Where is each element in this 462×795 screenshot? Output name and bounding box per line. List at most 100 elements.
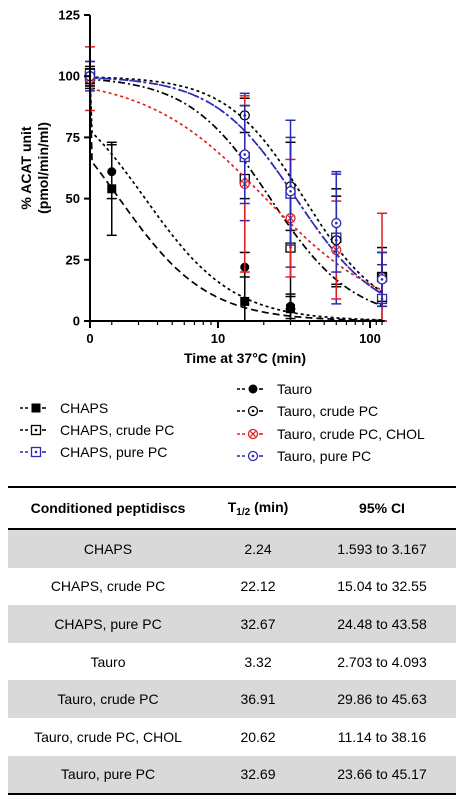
legend-item: CHAPS, crude PC — [20, 422, 174, 438]
series-chaps-pure-pc — [84, 60, 388, 322]
cell-ci: 29.86 to 45.63 — [308, 680, 456, 718]
legend-label: Tauro, crude PC — [277, 403, 378, 419]
series-chaps — [85, 68, 383, 322]
cell-t-half: 36.91 — [208, 680, 308, 718]
table-row: CHAPS, pure PC 32.67 24.48 to 43.58 — [8, 605, 456, 643]
marker-dot — [34, 428, 38, 432]
legend-label: CHAPS — [60, 400, 108, 416]
y-axis-title: % ACAT unit — [18, 126, 34, 210]
marker-dot — [334, 221, 338, 225]
header-t-half-sub: 1/2 — [236, 506, 251, 518]
y-tick-label: 50 — [66, 191, 80, 206]
dose-response-chart: 0 25 50 75 100 125 0 10 100 Time at 37°C (min) % A… — [18, 8, 425, 465]
legend-item: Tauro, pure PC — [237, 448, 371, 464]
legend-label: Tauro — [277, 381, 312, 397]
y-tick-label: 100 — [58, 69, 80, 84]
cell-ci: 2.703 to 4.093 — [337, 653, 427, 670]
data-point — [285, 186, 296, 197]
marker-dot — [289, 189, 292, 193]
legend-marker — [31, 403, 41, 413]
series-tauro — [85, 68, 383, 322]
marker-square — [31, 403, 41, 413]
legend-label: Tauro, pure PC — [277, 448, 371, 464]
x-tick-label: 100 — [359, 331, 381, 346]
axes: 0 25 50 75 100 125 0 10 100 Time at 37°C (min) % A… — [18, 8, 385, 366]
cell-condition: Tauro — [90, 653, 126, 670]
cell-t-half: 22.12 — [240, 578, 276, 595]
header-t-half-main: T — [227, 498, 237, 515]
fit-curve — [89, 75, 383, 293]
y-axis-title-units: (pmol/min/ml) — [35, 122, 51, 214]
fit-curve — [89, 75, 383, 295]
x-tick-label: 0 — [86, 331, 93, 346]
marker-x — [249, 430, 257, 438]
fit-curve — [89, 75, 383, 307]
cell-t-half: 32.67 — [208, 605, 308, 643]
table-row: CHAPS, crude PC 22.12 15.04 to 32.55 — [8, 568, 456, 606]
cell-condition: CHAPS — [8, 529, 208, 568]
legend-marker — [247, 405, 259, 417]
table-header-row: Conditioned peptidiscs T1/2 (min) 95% CI — [8, 486, 456, 530]
cell-ci: 1.593 to 3.167 — [308, 529, 456, 568]
series-tauro-pure-pc — [84, 60, 388, 308]
legend-marker — [30, 424, 42, 436]
header-t-half: T1/2 (min) — [208, 486, 308, 530]
cell-t-half: 2.24 — [208, 529, 308, 568]
marker-dot — [34, 450, 38, 454]
marker-dot — [251, 454, 255, 458]
cell-t-half: 32.69 — [208, 755, 308, 795]
y-tick-label: 125 — [58, 8, 80, 23]
legend-marker — [30, 446, 42, 458]
legend-label: CHAPS, pure PC — [60, 444, 167, 460]
marker-circle — [286, 301, 296, 311]
header-t-half-unit: (min) — [254, 498, 289, 515]
plot-area — [84, 46, 388, 322]
marker-dot — [380, 278, 384, 281]
legend-item: CHAPS, pure PC — [20, 444, 167, 460]
cell-t-half: 20.62 — [240, 728, 276, 745]
data-point — [376, 274, 388, 285]
fit-curve — [89, 76, 383, 321]
fit-curve — [89, 75, 383, 295]
legend-marker — [248, 384, 258, 394]
table-row: CHAPS 2.24 1.593 to 3.167 — [8, 529, 456, 568]
cell-condition: CHAPS, crude PC — [50, 578, 166, 595]
data-point — [239, 149, 250, 160]
legend-item: CHAPS — [20, 400, 108, 416]
cell-ci: 23.66 to 45.17 — [308, 755, 456, 795]
legend-item: Tauro, crude PC — [237, 403, 378, 419]
cell-condition: CHAPS, pure PC — [8, 605, 208, 643]
header-95-ci: 95% CI — [308, 486, 456, 530]
y-tick-label: 25 — [66, 252, 80, 267]
marker-dot — [251, 409, 255, 413]
cell-ci: 24.48 to 43.58 — [308, 605, 456, 643]
table-row: Tauro, crude PC, CHOL 20.62 11.14 to 38.16 — [8, 718, 456, 756]
table-row: Tauro, pure PC 32.69 23.66 to 45.17 — [8, 755, 456, 795]
half-life-table: Conditioned peptidiscs T1/2 (min) 95% CI… — [8, 486, 456, 795]
cell-ci: 11.14 to 38.16 — [337, 728, 427, 745]
cell-condition: Tauro, pure PC — [8, 755, 208, 795]
data-point — [331, 217, 342, 229]
table-row: Tauro, crude PC 36.91 29.86 to 45.63 — [8, 680, 456, 718]
fit-curve — [89, 76, 383, 322]
fit-curve — [89, 76, 383, 291]
legend: CHAPS CHAPS, crude PC CHAPS, pure PC Tauro T… — [20, 381, 425, 464]
series-tauro-crude-pc-chol — [84, 46, 388, 322]
legend-marker — [247, 428, 259, 440]
x-tick-label: 10 — [211, 331, 225, 346]
data-point — [286, 301, 296, 311]
table-row: Tauro 3.32 2.703 to 4.093 — [8, 643, 456, 681]
series-chaps-crude-pc — [84, 68, 388, 310]
cell-t-half: 3.32 — [244, 653, 272, 670]
marker-circle — [107, 167, 117, 177]
x-axis-title: Time at 37°C (min) — [184, 350, 306, 366]
cell-condition: Tauro, crude PC — [8, 680, 208, 718]
legend-item: Tauro — [237, 381, 312, 397]
marker-dot — [243, 153, 247, 156]
cell-condition: Tauro, crude PC, CHOL — [34, 728, 182, 745]
y-tick-label: 0 — [73, 314, 80, 329]
legend-item: Tauro, crude PC, CHOL — [237, 426, 425, 442]
marker-circle — [248, 384, 258, 394]
legend-label: Tauro, crude PC, CHOL — [277, 426, 425, 442]
header-conditioned-peptidiscs: Conditioned peptidiscs — [8, 486, 208, 530]
